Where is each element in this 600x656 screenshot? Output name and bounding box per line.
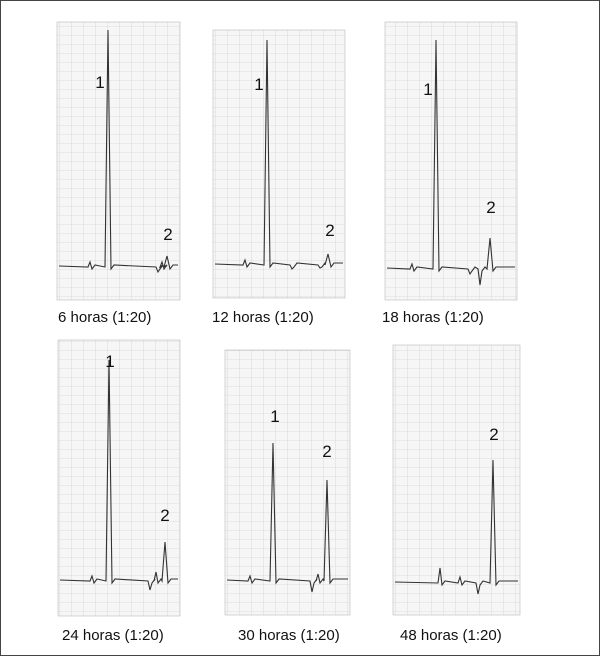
- peak-label: 1: [254, 75, 263, 94]
- peak-label: 1: [105, 352, 114, 371]
- chromatogram-panel: 1 2 30 horas (1:20): [225, 350, 350, 644]
- chart-paper: [58, 340, 180, 616]
- panel-caption: 48 horas (1:20): [400, 627, 502, 644]
- chart-paper: [385, 22, 517, 300]
- peak-label: 2: [322, 442, 331, 461]
- peak-label: 2: [489, 425, 498, 444]
- peak-label: 2: [486, 198, 495, 217]
- panel-caption: 6 horas (1:20): [58, 309, 151, 326]
- chromatogram-panel: 1 2 12 horas (1:20): [212, 30, 345, 326]
- panel-caption: 30 horas (1:20): [238, 627, 340, 644]
- panel-caption: 18 horas (1:20): [382, 309, 484, 326]
- peak-label: 2: [163, 225, 172, 244]
- peak-label: 1: [423, 80, 432, 99]
- panel-caption: 12 horas (1:20): [212, 309, 314, 326]
- chart-paper: [213, 30, 345, 298]
- chart-paper: [225, 350, 350, 615]
- chromatogram-panel: 1 2 18 horas (1:20): [382, 22, 517, 326]
- peak-label: 1: [95, 73, 104, 92]
- chromatogram-panel: 2 48 horas (1:20): [393, 345, 520, 644]
- chart-paper: [57, 22, 180, 300]
- figure: 1 2 6 horas (1:20) 1 2 12 horas (1:20) 1 2 18 ho…: [0, 0, 600, 656]
- panel-caption: 24 horas (1:20): [62, 627, 164, 644]
- chromatogram-panel: 1 2 6 horas (1:20): [57, 22, 180, 326]
- peak-label: 1: [270, 407, 279, 426]
- chart-paper: [393, 345, 520, 615]
- peak-label: 2: [325, 221, 334, 240]
- peak-label: 2: [160, 506, 169, 525]
- chromatogram-panel: 1 2 24 horas (1:20): [58, 340, 180, 644]
